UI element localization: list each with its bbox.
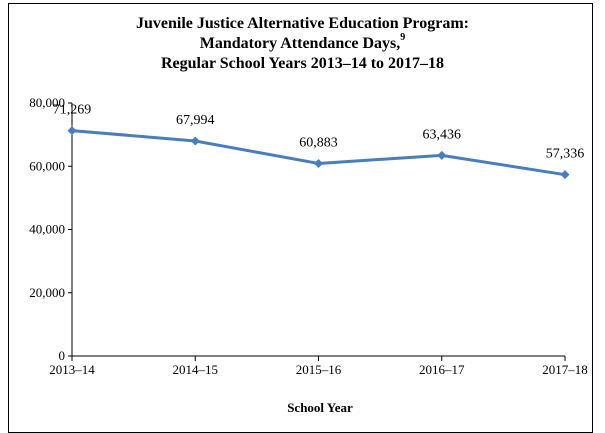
x-tick-label: 2014–15 <box>173 362 219 377</box>
title-line-3: Regular School Years 2013–14 to 2017–18 <box>160 55 445 72</box>
series <box>67 126 570 180</box>
x-tick-label: 2017–18 <box>542 362 588 377</box>
x-axis-title: School Year <box>287 400 353 415</box>
title-line-1: Juvenile Justice Alternative Education P… <box>136 15 469 32</box>
data-point-marker <box>314 158 323 168</box>
title-line-2-text: Mandatory Attendance Days, <box>199 35 401 52</box>
x-tick-label: 2015–16 <box>296 362 342 377</box>
y-tick-label: 0 <box>59 348 66 363</box>
chart-title: Juvenile Justice Alternative Education P… <box>0 14 605 74</box>
data-point-marker <box>437 150 447 160</box>
data-label: 57,336 <box>546 147 585 162</box>
y-tick-label: 40,000 <box>29 222 65 237</box>
data-label: 60,883 <box>299 135 338 150</box>
data-label: 63,436 <box>423 127 462 142</box>
title-footnote-marker: 9 <box>400 31 406 43</box>
x-tick-label: 2016–17 <box>419 362 465 377</box>
x-axis-ticks: 2013–14 2014–15 2015–16 2016–17 2017–18 <box>49 356 588 377</box>
data-labels: 71,269 67,994 60,883 63,436 57,336 <box>53 103 585 162</box>
data-point-marker <box>560 170 570 180</box>
y-tick-label: 60,000 <box>29 158 65 173</box>
y-tick-label: 80,000 <box>29 95 65 110</box>
x-tick-label: 2013–14 <box>49 362 95 377</box>
data-point-marker <box>190 136 200 146</box>
y-tick-label: 20,000 <box>29 285 65 300</box>
data-label: 71,269 <box>53 103 92 118</box>
data-point-marker <box>67 126 77 136</box>
title-line-2: Mandatory Attendance Days,9 <box>0 31 605 54</box>
data-label: 67,994 <box>176 113 215 128</box>
y-axis-ticks: 0 20,000 40,000 60,000 80,000 <box>29 95 72 363</box>
